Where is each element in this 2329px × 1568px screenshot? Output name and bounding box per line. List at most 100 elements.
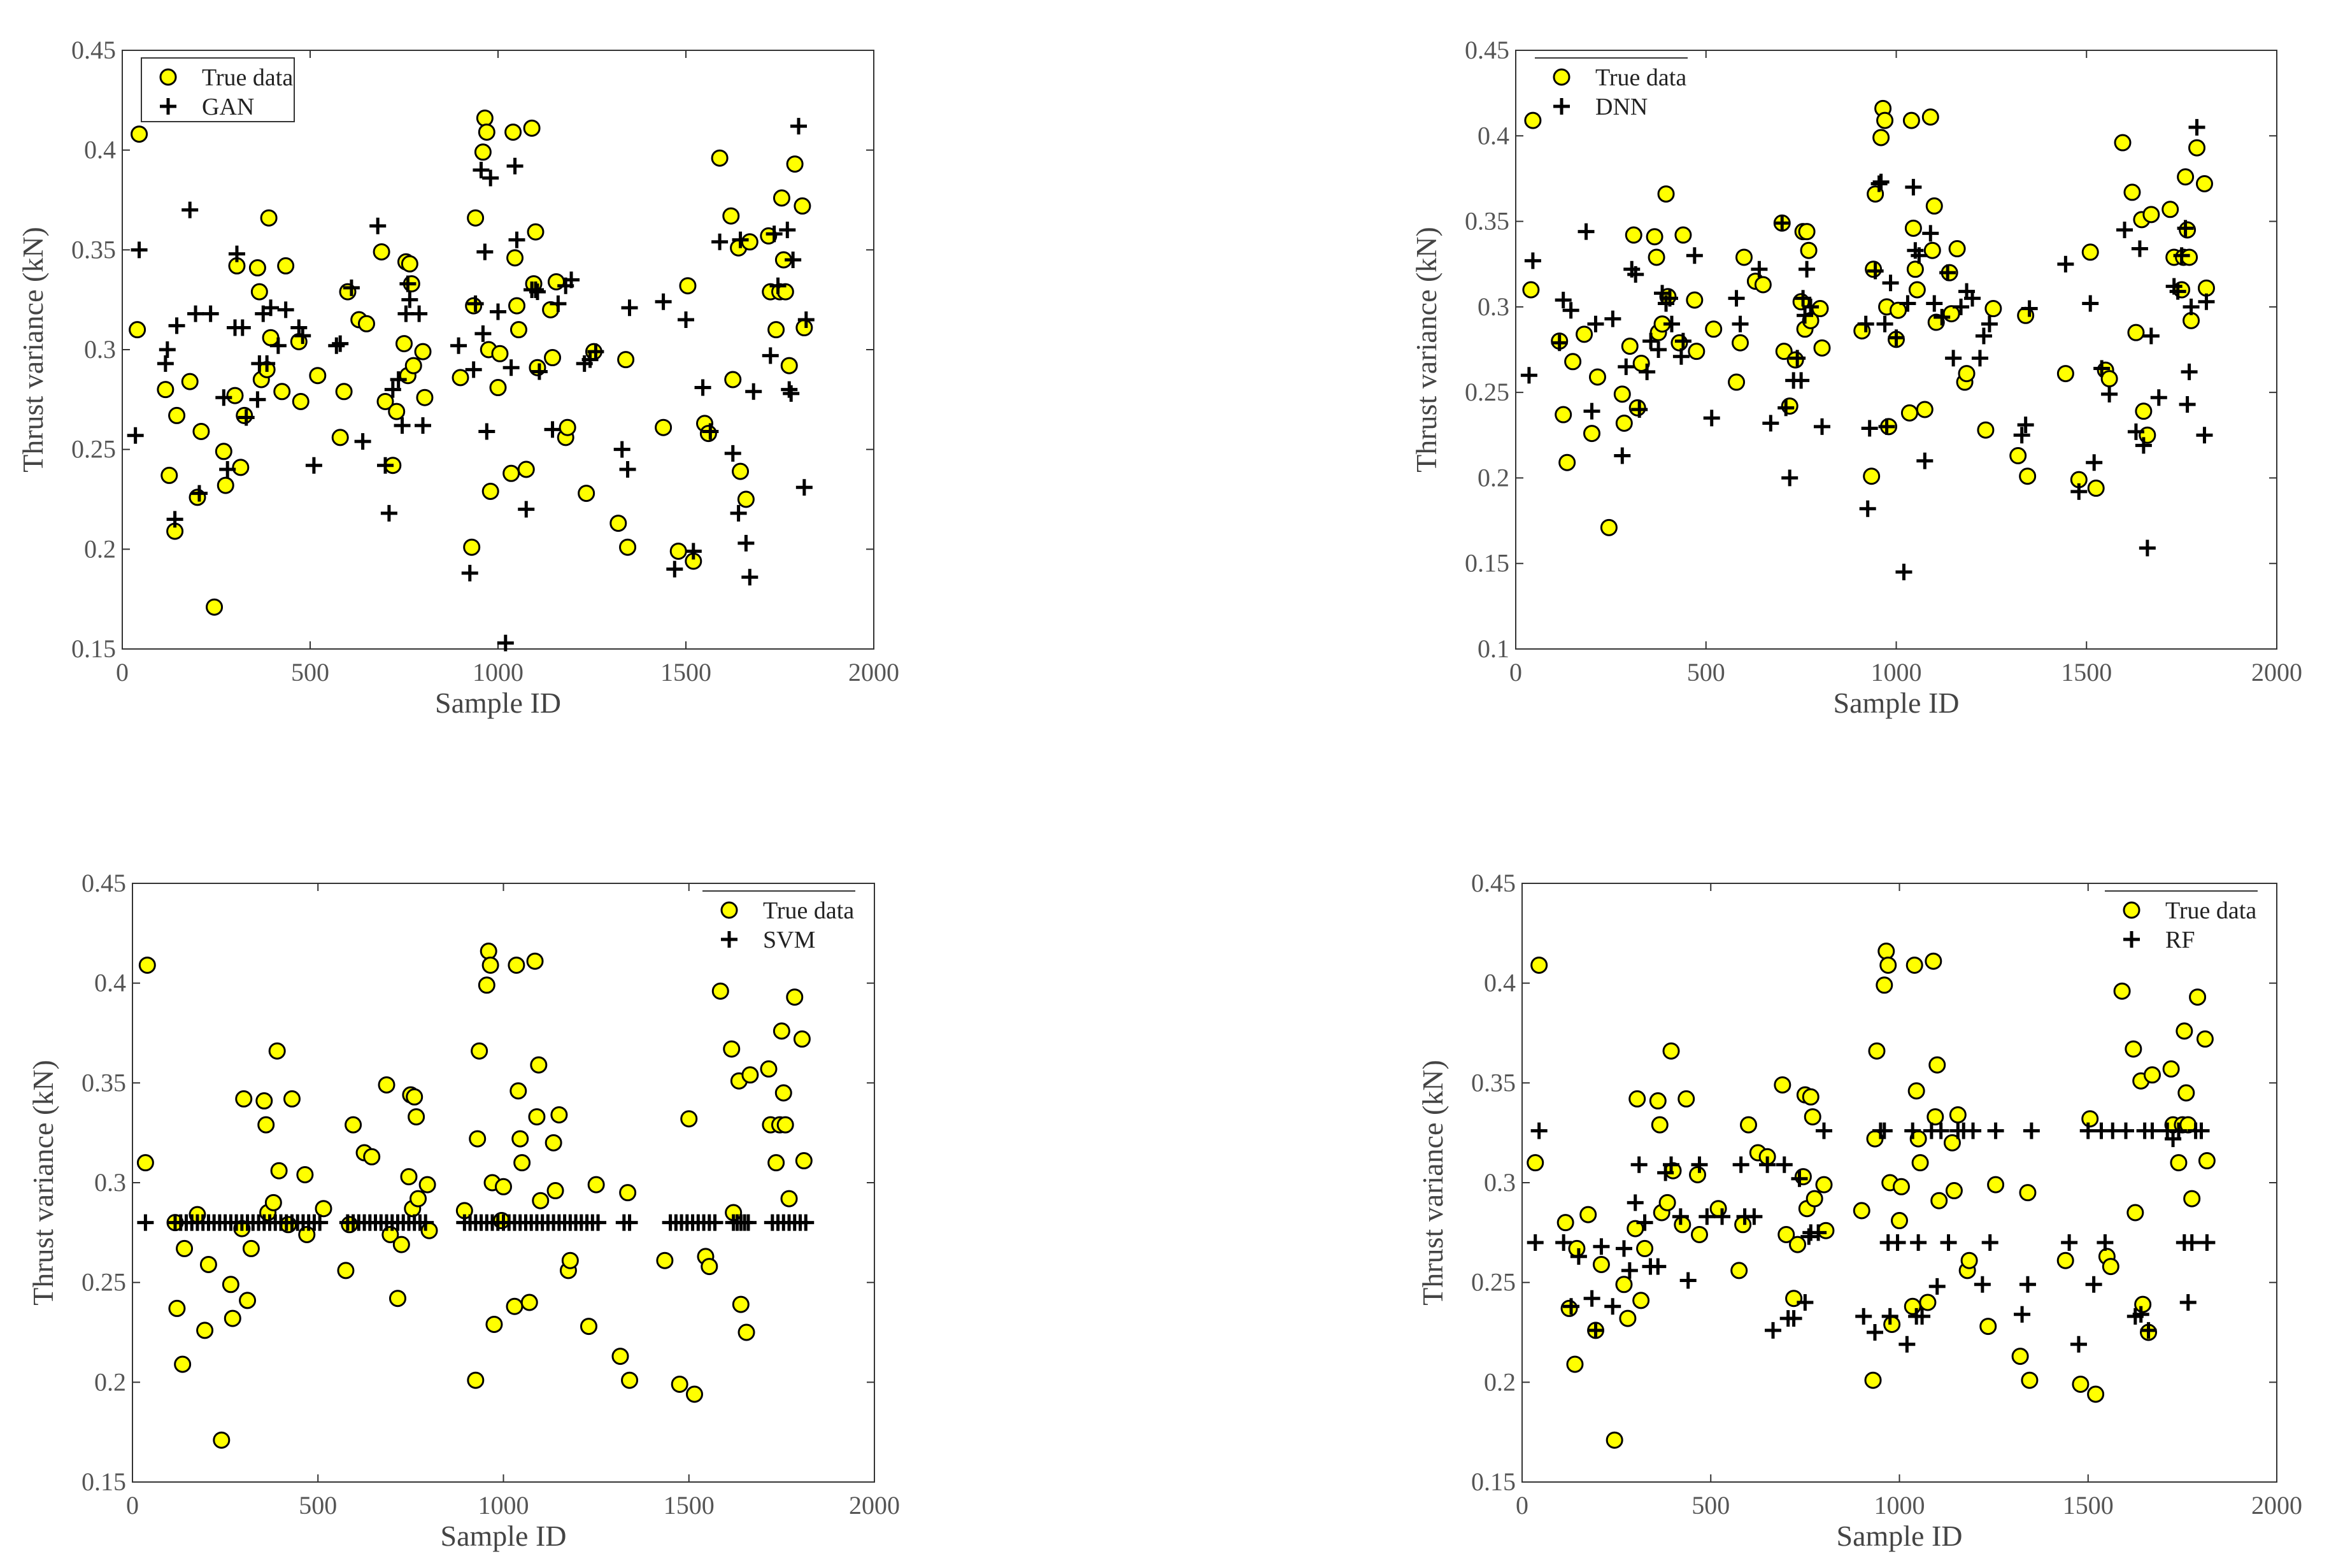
data-point-true: [2162, 201, 2179, 218]
data-point-true: [1560, 1299, 1578, 1317]
data-point-true: [176, 1239, 194, 1257]
data-point-true: [309, 367, 327, 385]
data-point-true: [331, 429, 349, 446]
data-point-true: [131, 125, 148, 143]
data-point-prediction: [587, 343, 604, 360]
x-axis-label: Sample ID: [435, 687, 561, 719]
data-point-true: [2170, 1154, 2188, 1172]
data-point-true: [485, 1315, 503, 1333]
data-point-true: [373, 243, 390, 260]
data-point-true: [561, 1251, 579, 1269]
data-point-prediction: [1672, 1208, 1689, 1225]
data-point-prediction: [2139, 539, 2156, 557]
data-point-prediction: [1813, 418, 1830, 435]
data-point-true: [420, 1222, 438, 1239]
data-point-prediction: [1795, 290, 1812, 307]
data-point-true: [414, 343, 432, 360]
data-point-true: [235, 1090, 253, 1108]
data-point-prediction: [1785, 1310, 1802, 1327]
data-point-true: [1686, 291, 1704, 309]
data-point-prediction: [2057, 255, 2074, 273]
data-point-true: [506, 249, 524, 267]
data-point-prediction: [1889, 1234, 1906, 1251]
data-point-prediction: [1971, 350, 1988, 367]
data-point-true: [277, 257, 295, 274]
data-point-prediction: [1964, 290, 1981, 307]
data-point-true: [1806, 1190, 1823, 1208]
data-point-true: [1658, 1194, 1676, 1211]
data-point-true: [1555, 406, 1572, 424]
y-tick-label: 0.45: [1465, 36, 1509, 64]
data-point-prediction: [190, 485, 208, 502]
data-point-true: [1600, 518, 1618, 536]
data-point-prediction: [467, 295, 484, 312]
data-point-true: [2126, 1204, 2144, 1222]
data-point-true: [795, 319, 813, 337]
legend-label: SVM: [763, 927, 815, 953]
data-point-prediction: [1583, 403, 1600, 420]
data-point-true: [767, 321, 785, 339]
data-point-prediction: [1570, 1248, 1587, 1265]
data-point-true: [2087, 480, 2105, 497]
data-point-prediction: [1798, 260, 1816, 278]
data-point-true: [335, 383, 353, 401]
data-point-prediction: [613, 441, 630, 458]
data-point-prediction: [377, 457, 394, 474]
data-point-true: [248, 259, 266, 277]
data-point-prediction: [1759, 1156, 1776, 1173]
data-point-true: [1958, 365, 1976, 383]
y-tick-label: 0.2: [84, 534, 116, 563]
legend-marker-prediction: [160, 98, 176, 115]
data-point-true: [545, 1134, 562, 1151]
x-tick-label: 500: [1692, 1491, 1730, 1520]
data-point-prediction: [1732, 1156, 1749, 1173]
data-point-true: [452, 369, 469, 387]
data-point-prediction: [2101, 385, 2118, 403]
data-point-true: [1734, 1216, 1752, 1234]
y-tick-label: 0.3: [94, 1168, 126, 1197]
data-point-true: [532, 1192, 550, 1209]
data-point-true: [378, 1076, 395, 1094]
data-point-prediction: [238, 409, 255, 426]
data-point-true: [217, 476, 234, 494]
data-point-prediction: [1974, 1276, 1991, 1293]
y-tick-label: 0.15: [1465, 549, 1509, 578]
data-point-true: [1606, 1431, 1623, 1449]
data-point-prediction: [1932, 1122, 1949, 1139]
data-point-true: [2177, 168, 2195, 186]
data-point-true: [2179, 221, 2197, 239]
data-point-prediction: [2070, 483, 2088, 500]
y-axis-label: Thrust variance (kN): [27, 1060, 59, 1306]
data-point-true: [1984, 300, 2002, 318]
legend-marker-true: [2123, 901, 2140, 919]
data-point-prediction: [739, 1214, 757, 1231]
data-point-true: [264, 1194, 282, 1211]
legend: True data GAN: [141, 57, 295, 122]
data-point-true: [476, 110, 494, 127]
data-point-true: [701, 1258, 718, 1276]
subplot-dnn: 0 500 1000 1500 2000 0.1 0.15 0.2 0.25 0.3 0.35 0.4…: [1410, 36, 2302, 719]
data-point-prediction: [2116, 222, 2133, 238]
legend-label: True data: [2165, 897, 2256, 924]
data-point-true: [526, 952, 544, 970]
data-point-prediction: [1631, 401, 1648, 418]
data-point-true: [2134, 1295, 2152, 1313]
data-point-true: [1906, 260, 1924, 278]
data-point-prediction: [1774, 215, 1791, 232]
data-point-true: [669, 542, 687, 560]
data-point-true: [1921, 108, 1939, 126]
x-tick-label: 0: [126, 1491, 139, 1520]
data-point-true: [513, 1154, 531, 1172]
data-point-prediction: [2131, 240, 2148, 257]
data-point-true: [1872, 129, 1890, 146]
data-point-true: [711, 982, 729, 1000]
data-point-true: [168, 406, 186, 424]
data-point-prediction: [1604, 1298, 1621, 1315]
data-point-true: [1662, 1042, 1680, 1060]
data-point-prediction: [732, 231, 749, 248]
data-point-prediction: [1904, 1122, 1921, 1139]
data-point-true: [711, 149, 729, 167]
data-point-true: [741, 233, 759, 251]
data-point-prediction: [769, 277, 787, 294]
data-point-prediction: [1593, 1238, 1610, 1255]
